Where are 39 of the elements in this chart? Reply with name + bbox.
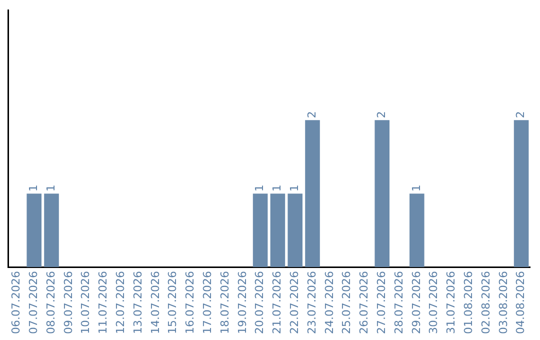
- x-tick-label: 30.07.2026: [427, 271, 440, 334]
- data-label: 1: [410, 184, 423, 192]
- data-label: 1: [253, 184, 266, 192]
- x-tick-label: 02.08.2026: [479, 271, 492, 334]
- x-tick-label: 10.07.2026: [79, 271, 92, 334]
- x-tick-label: 29.07.2026: [410, 271, 423, 334]
- x-tick-label: 03.08.2026: [496, 271, 510, 334]
- x-tick-label: 04.08.2026: [514, 271, 528, 334]
- x-tick-label: 09.07.2026: [62, 271, 75, 334]
- data-label: 2: [305, 111, 318, 118]
- data-label: 1: [270, 184, 284, 192]
- data-label: 2: [374, 111, 388, 118]
- x-tick-label: 22.07.2026: [288, 271, 301, 334]
- x-tick-label: 25.07.2026: [340, 271, 354, 334]
- x-tick-label: 14.07.2026: [148, 271, 162, 334]
- x-tick-label: 20.07.2026: [253, 271, 266, 334]
- x-tick-label: 15.07.2026: [166, 271, 180, 334]
- data-label: 1: [44, 184, 58, 192]
- x-tick-label: 08.07.2026: [44, 271, 58, 334]
- data-label: 2: [514, 111, 528, 118]
- x-tick-label: 26.07.2026: [358, 271, 371, 334]
- x-tick-label: 21.07.2026: [270, 271, 284, 334]
- x-tick-label: 27.07.2026: [374, 271, 388, 334]
- x-tick-label: 31.07.2026: [444, 271, 458, 334]
- x-tick-label: 07.07.2026: [26, 271, 40, 334]
- x-tick-label: 11.07.2026: [96, 271, 110, 334]
- x-tick-label: 23.07.2026: [305, 271, 318, 334]
- x-tick-label: 24.07.2026: [322, 271, 336, 334]
- x-tick-label: 01.08.2026: [462, 271, 475, 334]
- data-label: 1: [26, 184, 40, 192]
- x-tick-label: 13.07.2026: [131, 271, 144, 334]
- x-tick-label: 12.07.2026: [114, 271, 127, 334]
- x-tick-label: 18.07.2026: [218, 271, 232, 334]
- x-tick-label: 17.07.2026: [200, 271, 214, 334]
- x-tick-label: 06.07.2026: [10, 271, 23, 334]
- data-label: 1: [288, 184, 301, 192]
- x-tick-label: 19.07.2026: [236, 271, 249, 334]
- x-tick-label: 28.07.2026: [392, 271, 406, 334]
- x-tick-label: 16.07.2026: [184, 271, 197, 334]
